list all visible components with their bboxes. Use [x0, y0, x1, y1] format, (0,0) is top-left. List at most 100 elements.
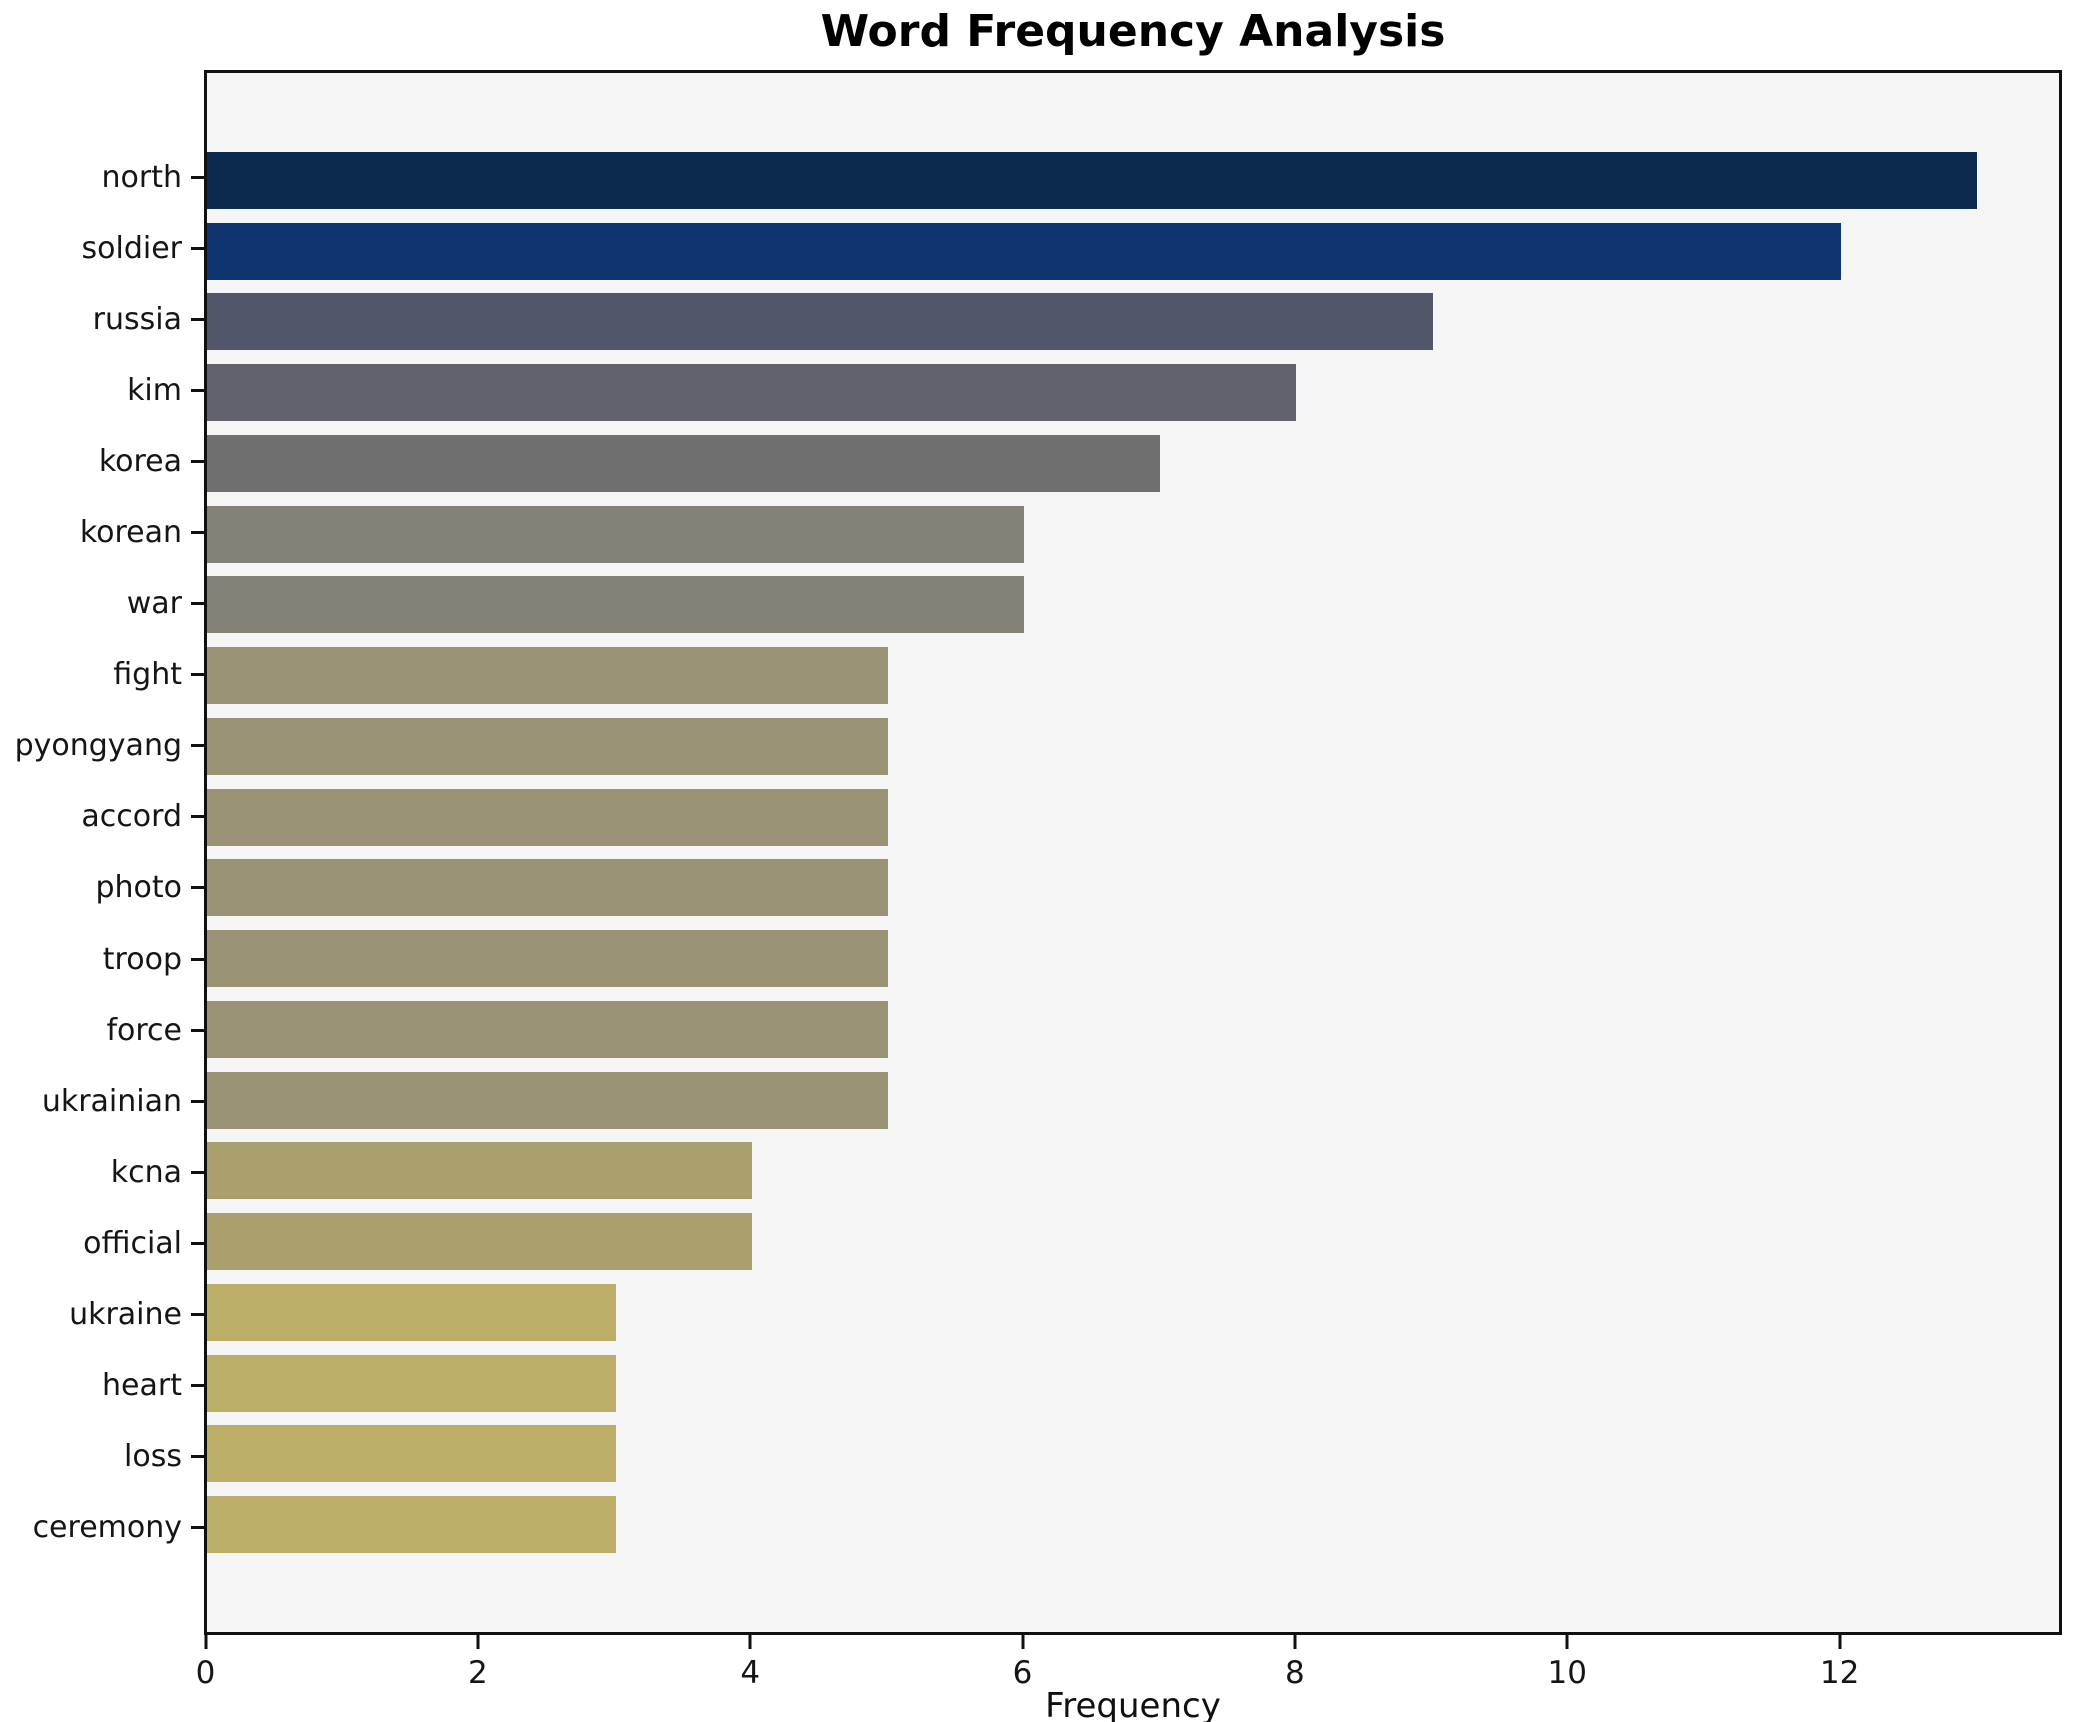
- y-tick-label-ukraine: ukraine: [69, 1296, 182, 1332]
- bar-official: [207, 1213, 752, 1271]
- y-tick-mark: [191, 176, 204, 180]
- y-tick-label-korean: korean: [79, 515, 182, 551]
- x-tick-mark: [476, 1635, 480, 1649]
- y-tick-mark: [191, 957, 204, 961]
- bar-row: [207, 1419, 2059, 1490]
- bar-row: [207, 1277, 2059, 1348]
- x-axis-title: Frequency: [1045, 1686, 1221, 1722]
- y-tick-row: war: [0, 568, 204, 639]
- bar-fight: [207, 647, 888, 705]
- y-tick-row: soldier: [0, 213, 204, 284]
- y-tick-mark: [191, 1383, 204, 1387]
- y-tick-row: loss: [0, 1421, 204, 1492]
- bar-troop: [207, 930, 888, 988]
- bar-row: [207, 1065, 2059, 1136]
- y-tick-label-pyongyang: pyongyang: [14, 728, 182, 764]
- bar-war: [207, 576, 1025, 634]
- y-tick-label-force: force: [106, 1012, 182, 1048]
- y-tick-row: ceremony: [0, 1492, 204, 1563]
- x-tick-mark: [1838, 1635, 1842, 1649]
- y-tick-mark: [191, 886, 204, 890]
- y-tick-mark: [191, 389, 204, 393]
- bar-row: [207, 216, 2059, 287]
- bar-row: [207, 287, 2059, 358]
- y-tick-mark: [191, 1525, 204, 1529]
- y-tick-mark: [191, 673, 204, 677]
- bar-korean: [207, 505, 1025, 563]
- y-tick-row: korean: [0, 497, 204, 568]
- y-tick-label-ukrainian: ukrainian: [41, 1083, 182, 1119]
- y-tick-row: ukrainian: [0, 1066, 204, 1137]
- y-tick-label-north: north: [101, 160, 182, 196]
- y-tick-mark: [191, 1170, 204, 1174]
- y-tick-row: accord: [0, 781, 204, 852]
- y-tick-label-official: official: [83, 1225, 182, 1261]
- bar-accord: [207, 788, 888, 846]
- bar-heart: [207, 1354, 616, 1412]
- y-tick-label-russia: russia: [92, 302, 182, 338]
- y-tick-label-war: war: [126, 586, 182, 622]
- y-tick-mark: [191, 460, 204, 464]
- y-tick-row: russia: [0, 284, 204, 355]
- y-tick-label-kcna: kcna: [110, 1154, 182, 1190]
- y-tick-mark: [191, 1241, 204, 1245]
- y-tick-label-troop: troop: [102, 941, 182, 977]
- y-tick-label-heart: heart: [102, 1367, 182, 1403]
- y-tick-row: kim: [0, 355, 204, 426]
- bar-kim: [207, 364, 1297, 422]
- bar-row: [207, 145, 2059, 216]
- y-tick-row: pyongyang: [0, 710, 204, 781]
- bar-force: [207, 1000, 888, 1058]
- y-tick-mark: [191, 602, 204, 606]
- bar-row: [207, 357, 2059, 428]
- bar-row: [207, 428, 2059, 499]
- y-tick-row: force: [0, 995, 204, 1066]
- y-tick-mark: [191, 1099, 204, 1103]
- y-tick-row: fight: [0, 639, 204, 710]
- y-tick-mark: [191, 247, 204, 251]
- bar-row: [207, 994, 2059, 1065]
- chart-title: Word Frequency Analysis: [820, 6, 1446, 57]
- x-tick-mark: [1021, 1635, 1025, 1649]
- bar-row: [207, 1489, 2059, 1560]
- plot-area: [204, 70, 2062, 1635]
- y-tick-label-loss: loss: [124, 1438, 182, 1474]
- bar-row: [207, 853, 2059, 924]
- y-tick-label-ceremony: ceremony: [32, 1509, 182, 1545]
- y-axis: north soldier russia kim korea korean war fight…: [0, 70, 204, 1722]
- y-tick-row: official: [0, 1208, 204, 1279]
- y-tick-mark: [191, 531, 204, 535]
- x-tick-mark: [748, 1635, 752, 1649]
- bar-soldier: [207, 222, 1842, 280]
- bar-row: [207, 499, 2059, 570]
- y-tick-label-korea: korea: [98, 444, 182, 480]
- y-tick-mark: [191, 815, 204, 819]
- bar-photo: [207, 859, 888, 917]
- y-tick-row: ukraine: [0, 1279, 204, 1350]
- bar-row: [207, 923, 2059, 994]
- bar-row: [207, 1136, 2059, 1207]
- x-tick-mark: [204, 1635, 207, 1649]
- bar-row: [207, 570, 2059, 641]
- bar-kcna: [207, 1142, 752, 1200]
- y-tick-mark: [191, 744, 204, 748]
- bar-north: [207, 151, 1978, 209]
- bar-ukrainian: [207, 1071, 888, 1129]
- y-tick-mark: [191, 1028, 204, 1032]
- y-tick-row: kcna: [0, 1137, 204, 1208]
- y-tick-mark: [191, 1454, 204, 1458]
- bar-korea: [207, 434, 1161, 492]
- bar-ukraine: [207, 1283, 616, 1341]
- x-tick-mark: [1293, 1635, 1297, 1649]
- bar-row: [207, 782, 2059, 853]
- bar-ceremony: [207, 1496, 616, 1554]
- y-tick-mark: [191, 318, 204, 322]
- y-tick-label-fight: fight: [113, 657, 182, 693]
- y-tick-row: heart: [0, 1350, 204, 1421]
- y-tick-mark: [191, 1312, 204, 1316]
- bar-pyongyang: [207, 717, 888, 775]
- bar-row: [207, 1348, 2059, 1419]
- x-tick-mark: [1565, 1635, 1569, 1649]
- y-tick-row: troop: [0, 924, 204, 995]
